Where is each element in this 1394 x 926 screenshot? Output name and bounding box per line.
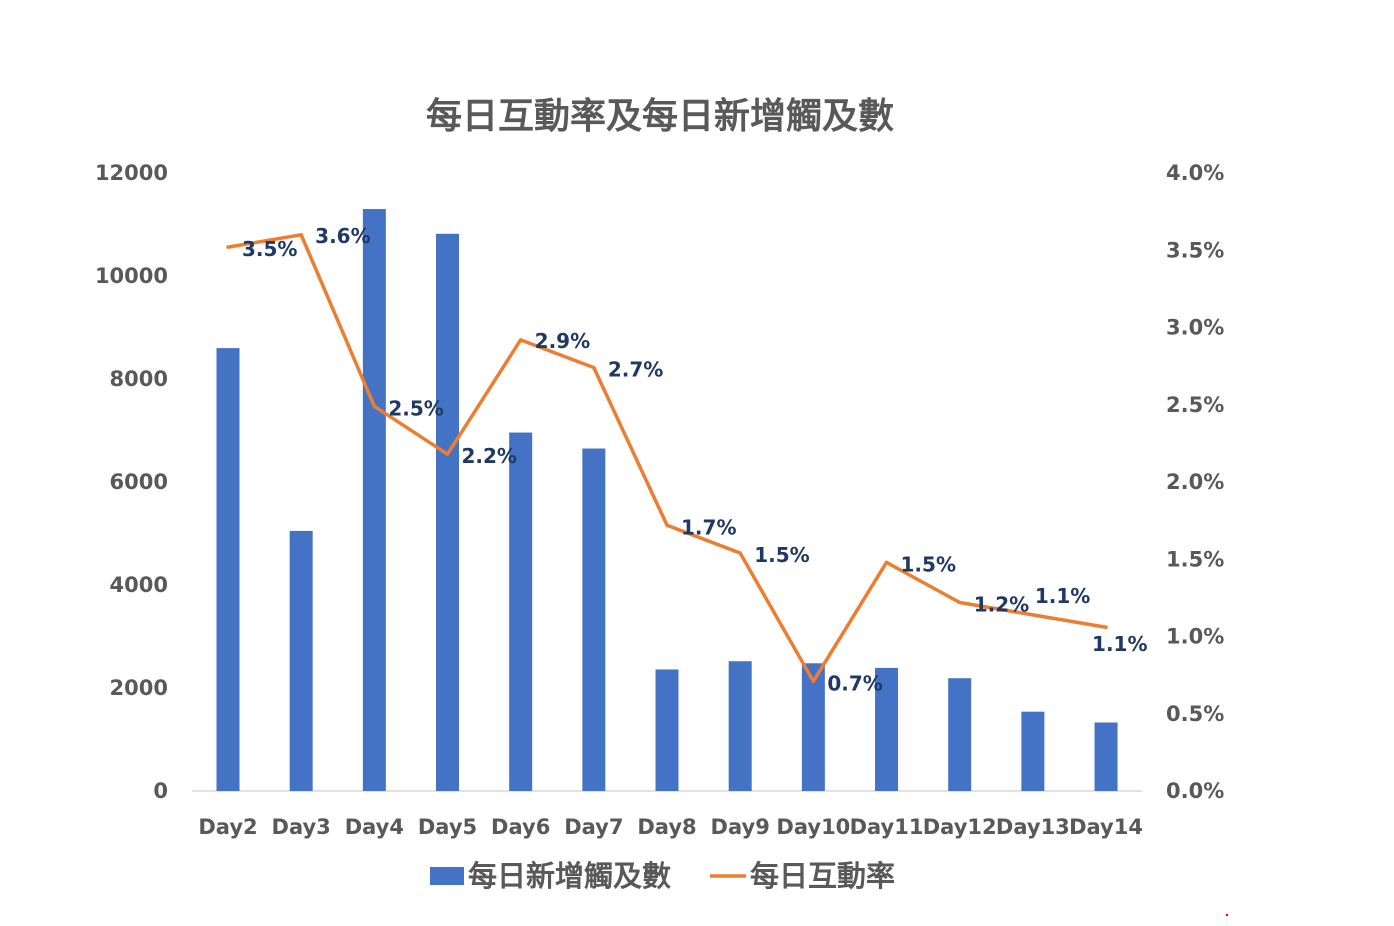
bar-day4 bbox=[362, 209, 386, 792]
left-tick-label: 0 bbox=[153, 779, 168, 803]
left-tick-label: 12000 bbox=[95, 161, 168, 185]
right-tick-label: 0.0% bbox=[1166, 779, 1224, 803]
bar-day13 bbox=[1021, 711, 1045, 791]
right-tick-label: 1.0% bbox=[1166, 625, 1224, 649]
bar-day10 bbox=[801, 663, 825, 791]
data-label: 3.6% bbox=[315, 224, 370, 248]
right-tick-label: 4.0% bbox=[1166, 161, 1224, 185]
line-point bbox=[665, 523, 669, 527]
line-series bbox=[226, 233, 1108, 684]
data-label: 1.1% bbox=[1092, 632, 1147, 656]
data-label: 2.9% bbox=[535, 329, 590, 353]
line-point bbox=[372, 404, 376, 408]
bar-day12 bbox=[948, 678, 972, 791]
data-label: 0.7% bbox=[827, 671, 882, 695]
bar-day7 bbox=[582, 448, 606, 791]
category-label: Day10 bbox=[776, 815, 850, 839]
bar-day9 bbox=[728, 661, 752, 791]
data-label: 1.2% bbox=[974, 593, 1029, 617]
right-tick-label: 2.5% bbox=[1166, 393, 1224, 417]
left-axis: 0 2000 4000 6000 8000 10000 12000 bbox=[95, 161, 168, 803]
left-tick-label: 6000 bbox=[110, 470, 168, 494]
category-label: Day8 bbox=[637, 815, 696, 839]
category-label: Day5 bbox=[418, 815, 477, 839]
line-point bbox=[299, 233, 303, 237]
category-label: Day2 bbox=[198, 815, 257, 839]
chart-title: 每日互動率及每日新增觸及數 bbox=[426, 96, 894, 137]
legend-line-label: 每日互動率 bbox=[750, 859, 895, 893]
left-tick-label: 2000 bbox=[110, 676, 168, 700]
category-label: Day14 bbox=[1069, 815, 1143, 839]
bar-day6 bbox=[509, 432, 533, 791]
data-label: 1.5% bbox=[901, 552, 956, 576]
line-point bbox=[958, 601, 962, 605]
line-data-labels: 3.5% 3.6% 2.5% 2.2% 2.9% 2.7% 1.7% 1.5% 0.7% 1.5%… bbox=[242, 224, 1148, 696]
line-point bbox=[1104, 625, 1108, 629]
category-label: Day12 bbox=[923, 815, 997, 839]
line-point bbox=[592, 366, 596, 370]
data-label: 2.5% bbox=[388, 396, 443, 420]
bar-day14 bbox=[1094, 722, 1118, 791]
right-tick-label: 1.5% bbox=[1166, 547, 1224, 571]
category-axis: Day2 Day3 Day4 Day5 Day6 Day7 Day8 Day9 Day10 Day… bbox=[198, 815, 1143, 839]
line-point bbox=[1031, 613, 1035, 617]
right-tick-label: 2.0% bbox=[1166, 470, 1224, 494]
red-dot bbox=[1225, 913, 1229, 917]
bar-series bbox=[216, 209, 1118, 792]
line-point bbox=[446, 452, 450, 456]
line-point bbox=[519, 338, 523, 342]
data-label: 2.2% bbox=[462, 444, 517, 468]
data-label: 2.7% bbox=[608, 358, 663, 382]
category-label: Day3 bbox=[272, 815, 331, 839]
bar-day11 bbox=[875, 667, 899, 791]
right-axis: 0.0% 0.5% 1.0% 1.5% 2.0% 2.5% 3.0% 3.5% 4.0% bbox=[1166, 161, 1224, 803]
line-point bbox=[226, 245, 230, 249]
data-label: 1.7% bbox=[681, 515, 736, 539]
bar-day8 bbox=[655, 669, 679, 791]
bar-day2 bbox=[216, 348, 240, 791]
category-label: Day9 bbox=[711, 815, 770, 839]
category-label: Day11 bbox=[850, 815, 924, 839]
left-tick-label: 4000 bbox=[110, 573, 168, 597]
data-label: 3.5% bbox=[242, 237, 297, 261]
category-label: Day7 bbox=[564, 815, 623, 839]
category-label: Day13 bbox=[996, 815, 1070, 839]
right-tick-label: 3.0% bbox=[1166, 316, 1224, 340]
category-label: Day6 bbox=[491, 815, 550, 839]
line-point bbox=[885, 560, 889, 564]
left-tick-label: 8000 bbox=[110, 367, 168, 391]
legend: 每日新增觸及數 每日互動率 bbox=[430, 859, 895, 893]
right-tick-label: 3.5% bbox=[1166, 238, 1224, 262]
right-tick-label: 0.5% bbox=[1166, 702, 1224, 726]
bar-day3 bbox=[289, 530, 313, 791]
legend-bar-label: 每日新增觸及數 bbox=[468, 859, 671, 893]
line-point bbox=[738, 551, 742, 555]
bar-day5 bbox=[436, 233, 460, 791]
data-label: 1.1% bbox=[1035, 584, 1090, 608]
left-tick-label: 10000 bbox=[95, 264, 168, 288]
category-label: Day4 bbox=[345, 815, 404, 839]
line-point bbox=[811, 679, 815, 683]
legend-bar-swatch bbox=[430, 867, 464, 885]
data-label: 1.5% bbox=[754, 543, 809, 567]
